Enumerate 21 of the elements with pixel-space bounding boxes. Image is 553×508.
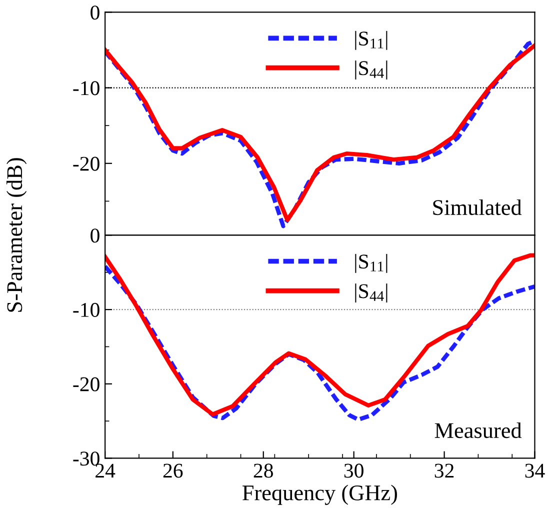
y-tick-label: 0	[90, 228, 100, 243]
y-tick-label: -20	[73, 156, 100, 171]
legend-label: |S$_{11}$|	[355, 30, 388, 50]
annotation: Simulated	[433, 199, 522, 216]
annotation: Measured	[434, 422, 522, 438]
legend-label: |S$_{11}$|	[355, 254, 388, 273]
x-axis-title: Frequency (GHz)	[242, 484, 397, 505]
x-tick-label: 30	[344, 464, 364, 478]
x-tick-label: 28	[254, 464, 273, 478]
y-axis-title: S-Parameter (dB)	[6, 158, 27, 312]
x-tick-label: 26	[163, 464, 183, 478]
y-tick-label: -30	[73, 452, 100, 466]
y-tick-label: -10	[73, 81, 100, 96]
y-tick-label: 0	[90, 6, 100, 20]
x-tick-label: 34	[525, 464, 545, 478]
y-tick-label: -10	[73, 302, 100, 317]
y-tick-label: -20	[73, 377, 100, 392]
x-tick-label: 32	[434, 464, 454, 478]
x-tick-label: 24	[96, 464, 116, 478]
legend-label: |S$_{44}$|	[355, 60, 388, 80]
legend-label: |S$_{44}$|	[355, 284, 388, 302]
